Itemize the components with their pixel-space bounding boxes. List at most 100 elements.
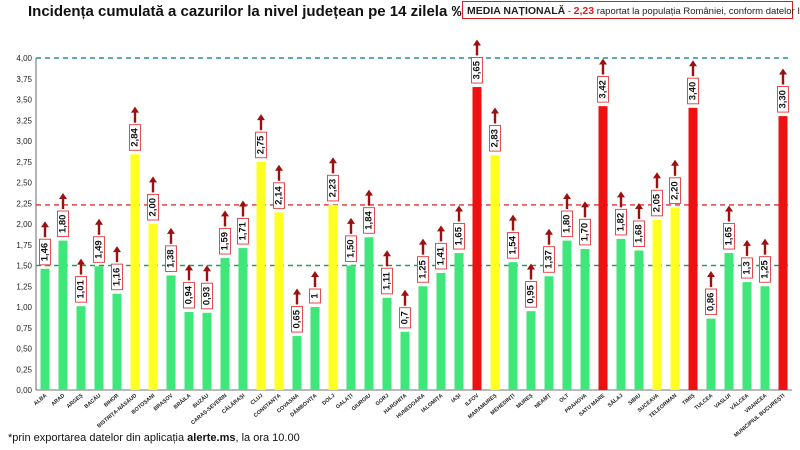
trend-arrow-head [275,164,283,171]
value-label-box [633,220,645,248]
value-label-box [471,57,483,84]
value-label-box [507,232,519,259]
value-label-box [687,77,699,105]
bar [742,282,752,390]
bar [310,307,320,390]
trend-arrow-head [419,238,427,245]
value-label: 0,86 [706,293,717,312]
value-label-box [435,242,447,270]
value-label: 1,3 [742,261,753,274]
trend-arrow-head [365,189,373,196]
bar [274,212,284,390]
value-label: 1,01 [76,279,87,298]
value-label-box [579,218,591,246]
trend-arrow-head [221,210,229,217]
value-label: 3,65 [472,60,483,79]
trend-arrow-head [743,239,751,246]
value-label-box [309,288,321,304]
value-label-box [237,218,249,245]
trend-arrow-head [437,225,445,232]
value-label: 1,41 [436,246,447,265]
national-average-label: MEDIA NAȚIONALĂ [467,5,566,17]
bar [112,293,122,390]
value-label-box [39,238,51,266]
trend-arrow-head [473,39,481,46]
value-label: 0,7 [400,311,411,324]
value-label-box [291,306,303,333]
category-label: MUREȘ [516,393,535,410]
trend-arrow-head [41,221,49,228]
bar [598,106,608,390]
value-label: 2,14 [274,186,285,205]
category-label: TULCEA [694,393,715,412]
bar [616,238,626,390]
value-label-box [129,124,141,151]
trend-arrow-head [689,60,697,67]
y-tick-label: 1,75 [16,241,32,250]
value-label: 1,68 [634,225,645,244]
value-label-box [201,282,213,310]
bar [364,237,374,390]
category-label: SĂLAJ [606,392,624,409]
trend-arrow-head [545,228,553,235]
value-label-box [93,236,105,263]
trend-arrow-head [563,193,571,199]
value-label: 1,38 [166,249,177,268]
value-label-box [453,222,465,250]
trend-arrow-head [347,217,355,224]
category-label: DOLJ [321,393,336,407]
value-label: 1,54 [508,235,519,254]
trend-arrow-head [707,271,715,278]
value-label: 1,50 [346,239,357,258]
bar [292,336,302,390]
bar [238,248,248,390]
footnote-source: alerte.ms [187,432,236,444]
value-label: 3,42 [598,80,609,99]
value-label-box [57,210,69,238]
bar [544,276,554,390]
value-label-box [273,182,285,209]
value-label: 2,20 [670,181,681,200]
bar [472,87,482,391]
category-label: BRAȘOV [153,393,175,413]
value-label-box [561,210,573,238]
y-tick-label: 0,75 [16,324,32,333]
bar [580,248,590,390]
trend-arrow-head [239,200,247,207]
national-average-separator: - [565,6,574,17]
value-label-box [381,267,393,295]
value-label: 1,16 [112,268,123,287]
national-average-value: 2,23 [573,5,595,17]
bar [760,286,770,390]
trend-arrow-head [167,227,175,234]
value-label-box [399,307,411,329]
trend-arrow-head [185,264,193,271]
value-label: 0,95 [526,284,537,303]
value-label: 2,05 [652,193,663,212]
y-tick-label: 3,75 [16,75,32,84]
y-tick-label: 3,00 [16,137,32,146]
category-label: BACĂU [83,392,102,410]
bar [706,318,716,390]
footnote-suffix: , la ora 10.00 [235,432,300,444]
trend-arrow-head [581,201,589,208]
value-label: 0,65 [292,309,303,328]
value-label: 2,84 [130,128,141,147]
value-label-box [651,189,663,217]
y-tick-label: 2,50 [16,179,32,188]
bar [148,224,158,390]
trend-arrow-head [635,202,643,209]
y-tick-label: 2,75 [16,158,32,167]
trend-arrow-head [671,159,679,166]
bar [40,268,50,390]
trend-arrow-head [401,289,409,296]
value-label-box [705,288,717,316]
value-label: 1,70 [580,223,591,242]
y-tick-label: 0,00 [16,386,32,395]
value-label-box [417,256,429,283]
value-label-box [165,245,177,272]
y-tick-label: 3,50 [16,96,32,105]
value-label-box [147,193,159,221]
bar [526,311,536,390]
y-tick-label: 3,25 [16,116,32,125]
